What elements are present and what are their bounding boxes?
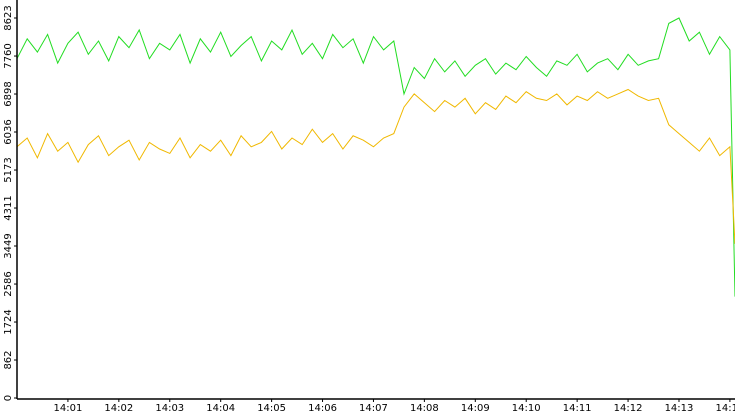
y-tick-label: 1724: [3, 309, 14, 334]
x-tick-label: 14:05: [257, 403, 286, 414]
x-tick-label: 14:11: [563, 403, 592, 414]
y-tick-label: 8623: [3, 5, 14, 30]
x-tick-label: 14:13: [665, 403, 694, 414]
y-tick-label: 5173: [3, 157, 14, 182]
x-tick-label: 14:01: [54, 403, 83, 414]
y-tick-label: 862: [3, 350, 14, 369]
x-tick-label: 14:10: [512, 403, 541, 414]
x-tick-label: 14:12: [614, 403, 643, 414]
x-tick-label: 14:08: [410, 403, 439, 414]
y-tick-label: 6898: [3, 81, 14, 106]
x-tick-label: 14:02: [104, 403, 133, 414]
y-tick-label: 7760: [3, 43, 14, 68]
y-tick-label: 4311: [3, 195, 14, 220]
y-tick-label: 2586: [3, 271, 14, 296]
x-tick-label: 14:14: [715, 403, 735, 414]
x-tick-label: 14:06: [308, 403, 337, 414]
x-tick-label: 14:04: [206, 403, 235, 414]
x-tick-label: 14:03: [155, 403, 184, 414]
x-tick-label: 14:09: [461, 403, 490, 414]
data-line: [16, 17, 735, 297]
x-tick-label: 14:07: [359, 403, 388, 414]
data-line: [16, 88, 735, 244]
y-tick-label: 3449: [3, 233, 14, 258]
y-tick-label: 0: [3, 395, 14, 401]
y-tick-label: 6036: [3, 119, 14, 144]
